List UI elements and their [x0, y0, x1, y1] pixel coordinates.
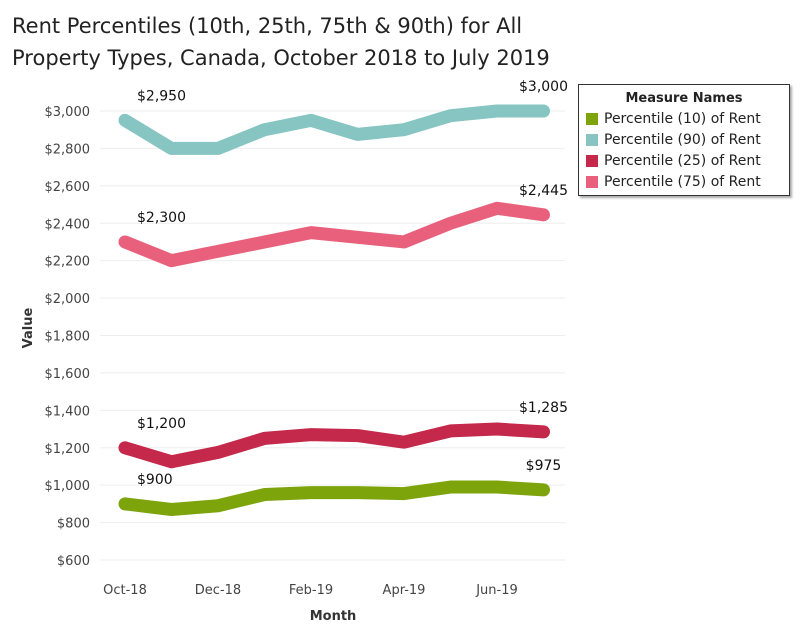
x-tick-label: Feb-19 [289, 583, 333, 598]
x-tick-label: Jun-19 [475, 583, 518, 598]
data-label-first: $1,200 [137, 416, 186, 432]
y-tick-label: $2,000 [45, 292, 91, 307]
data-label-last: $3,000 [519, 79, 568, 95]
series-line [118, 480, 550, 516]
data-label-first: $2,300 [137, 210, 186, 226]
y-tick-label: $2,200 [45, 255, 91, 270]
data-label-first: $900 [137, 472, 173, 488]
legend-swatch [586, 175, 598, 188]
y-tick-label: $3,000 [45, 105, 91, 120]
legend-title: Measure Names [625, 91, 743, 106]
legend-item: Percentile (90) of Rent [579, 129, 789, 150]
y-tick-label: $1,800 [45, 330, 91, 345]
legend-label: Percentile (90) of Rent [604, 131, 761, 148]
y-tick-label: $1,400 [45, 404, 91, 419]
legend: Measure Names Percentile (10) of Rent Per… [578, 84, 790, 196]
y-tick-label: $1,000 [45, 479, 91, 494]
series-line [118, 422, 550, 469]
y-tick-label: $2,800 [45, 142, 91, 157]
y-tick-label: $1,600 [45, 367, 91, 382]
y-tick-label: $800 [57, 517, 90, 532]
data-label-last: $2,445 [519, 183, 568, 199]
x-axis-label: Month [310, 609, 357, 624]
legend-item: Percentile (10) of Rent [579, 108, 789, 129]
series-line [118, 104, 550, 155]
legend-item: Percentile (75) of Rent [579, 171, 789, 192]
data-label-last: $975 [526, 458, 562, 474]
chart-title: Rent Percentiles (10th, 25th, 75th & 90t… [12, 14, 550, 70]
y-tick-label: $2,600 [45, 180, 91, 195]
y-tick-label: $2,400 [45, 217, 91, 232]
legend-label: Percentile (25) of Rent [604, 152, 761, 169]
x-tick-label: Apr-19 [383, 583, 426, 598]
legend-swatch [586, 133, 598, 146]
x-tick-label: Dec-18 [195, 583, 241, 598]
y-tick-label: $600 [57, 554, 90, 569]
x-tick-label: Oct-18 [103, 583, 147, 598]
legend-swatch [586, 112, 598, 125]
legend-item: Percentile (25) of Rent [579, 150, 789, 171]
series-line [118, 201, 550, 268]
y-tick-label: $1,200 [45, 442, 91, 457]
data-label-first: $2,950 [137, 88, 186, 104]
data-label-last: $1,285 [519, 400, 568, 416]
legend-label: Percentile (10) of Rent [604, 110, 761, 127]
y-axis-label: Value [21, 307, 36, 348]
legend-label: Percentile (75) of Rent [604, 173, 761, 190]
legend-swatch [586, 154, 598, 167]
